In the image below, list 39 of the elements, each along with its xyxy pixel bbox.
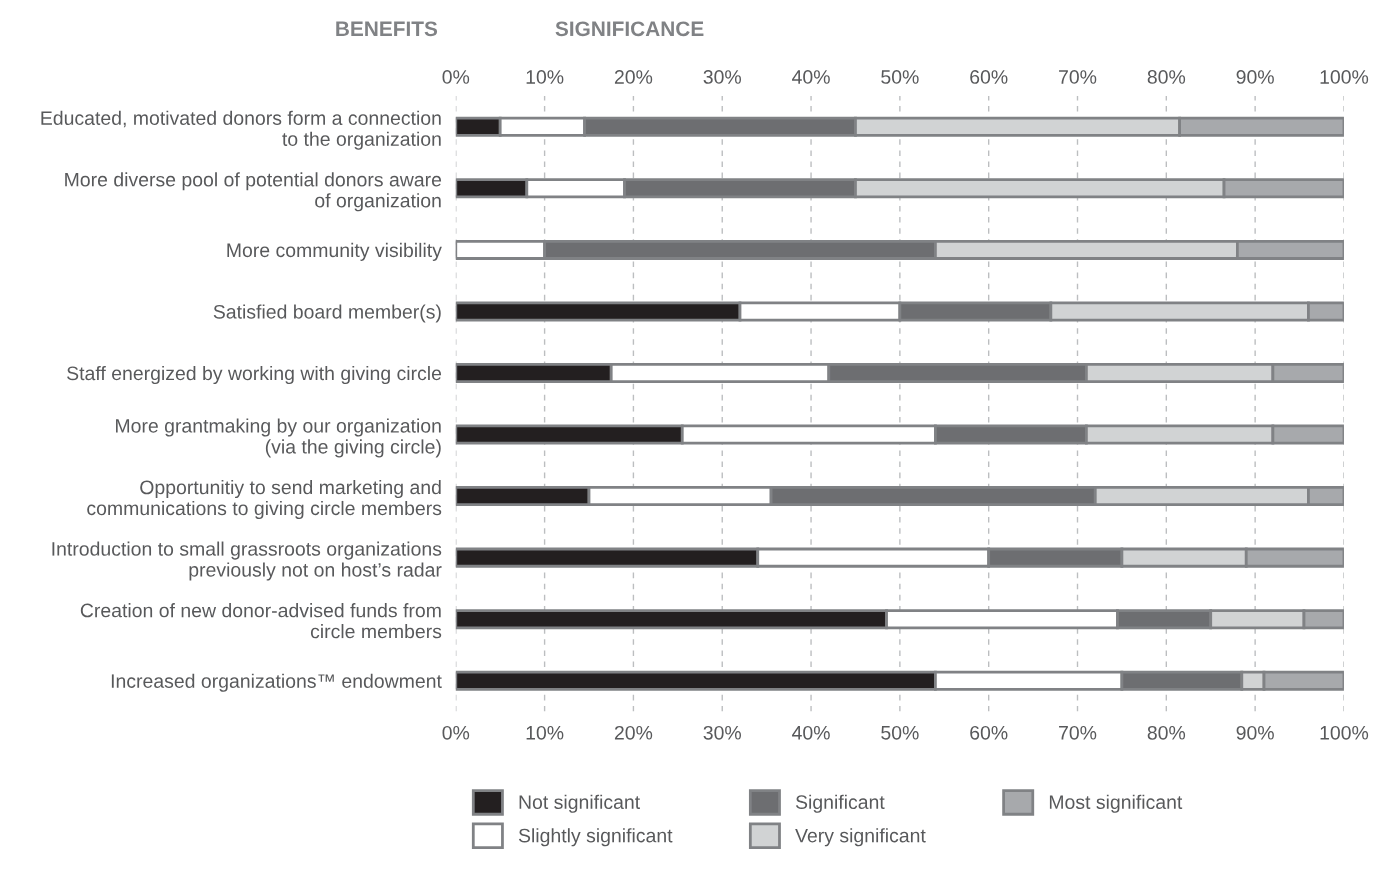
x-tick-label: 20% xyxy=(614,725,653,740)
legend-label: Slightly significant xyxy=(518,828,673,847)
x2-tick-label: 70% xyxy=(1059,70,1097,84)
x-tick-label: 40% xyxy=(792,725,830,740)
y-tick-label: More grantmaking by our organization (via the giving circle) xyxy=(116,418,441,458)
x-tick-label: 10% xyxy=(526,725,564,740)
x2-tick-label: 80% xyxy=(1147,70,1186,84)
x-tick-label: 30% xyxy=(703,725,741,740)
x2-tick-label: 50% xyxy=(881,70,919,84)
legend-label: Very significant xyxy=(795,828,926,847)
y-tick-label: Educated, motivated donors form a connection to the organization xyxy=(41,110,441,150)
x2-tick-label: 0% xyxy=(442,70,470,84)
legend-label: Significant xyxy=(795,794,885,813)
x-tick-label: 100% xyxy=(1320,725,1369,740)
x-tick-label: 0% xyxy=(442,725,470,740)
y-tick-label: More diverse pool of potential donors aware of organization xyxy=(65,172,442,212)
legend-label: Most significant xyxy=(1049,794,1183,813)
x2-tick-label: 100% xyxy=(1320,70,1369,84)
x2-tick-label: 20% xyxy=(614,70,653,84)
x-tick-label: 80% xyxy=(1147,725,1186,740)
y-tick-label: Creation of new donor-advised funds from circle members xyxy=(80,603,442,639)
x2-tick-label: 40% xyxy=(792,70,830,84)
x-tick-label: 90% xyxy=(1236,725,1274,740)
text: SIGNIFICANCE xyxy=(555,21,704,37)
y-tick-label: Opportunitiy to send marketing and communications to giving circle members xyxy=(87,479,442,520)
y-tick-label: Introduction to small grassroots organizations previously not on host’s radar xyxy=(52,541,442,581)
x-tick-label: 50% xyxy=(881,725,919,740)
text: BENEFITS xyxy=(336,21,438,37)
y-tick-label: More community visibility xyxy=(227,242,442,261)
x2-tick-label: 90% xyxy=(1236,70,1274,84)
x2-tick-label: 30% xyxy=(703,70,741,84)
x-tick-label: 70% xyxy=(1059,725,1097,740)
y-tick-label: Increased organizations™ endowment xyxy=(111,673,442,692)
legend-label: Not significant xyxy=(519,794,640,813)
x-tick-label: 60% xyxy=(970,725,1008,740)
x2-tick-label: 10% xyxy=(526,70,564,84)
x2-tick-label: 60% xyxy=(970,70,1008,84)
y-tick-label: Satisfied board member(s) xyxy=(213,304,441,323)
y-tick-label: Staff energized by working with giving circle xyxy=(67,365,442,385)
